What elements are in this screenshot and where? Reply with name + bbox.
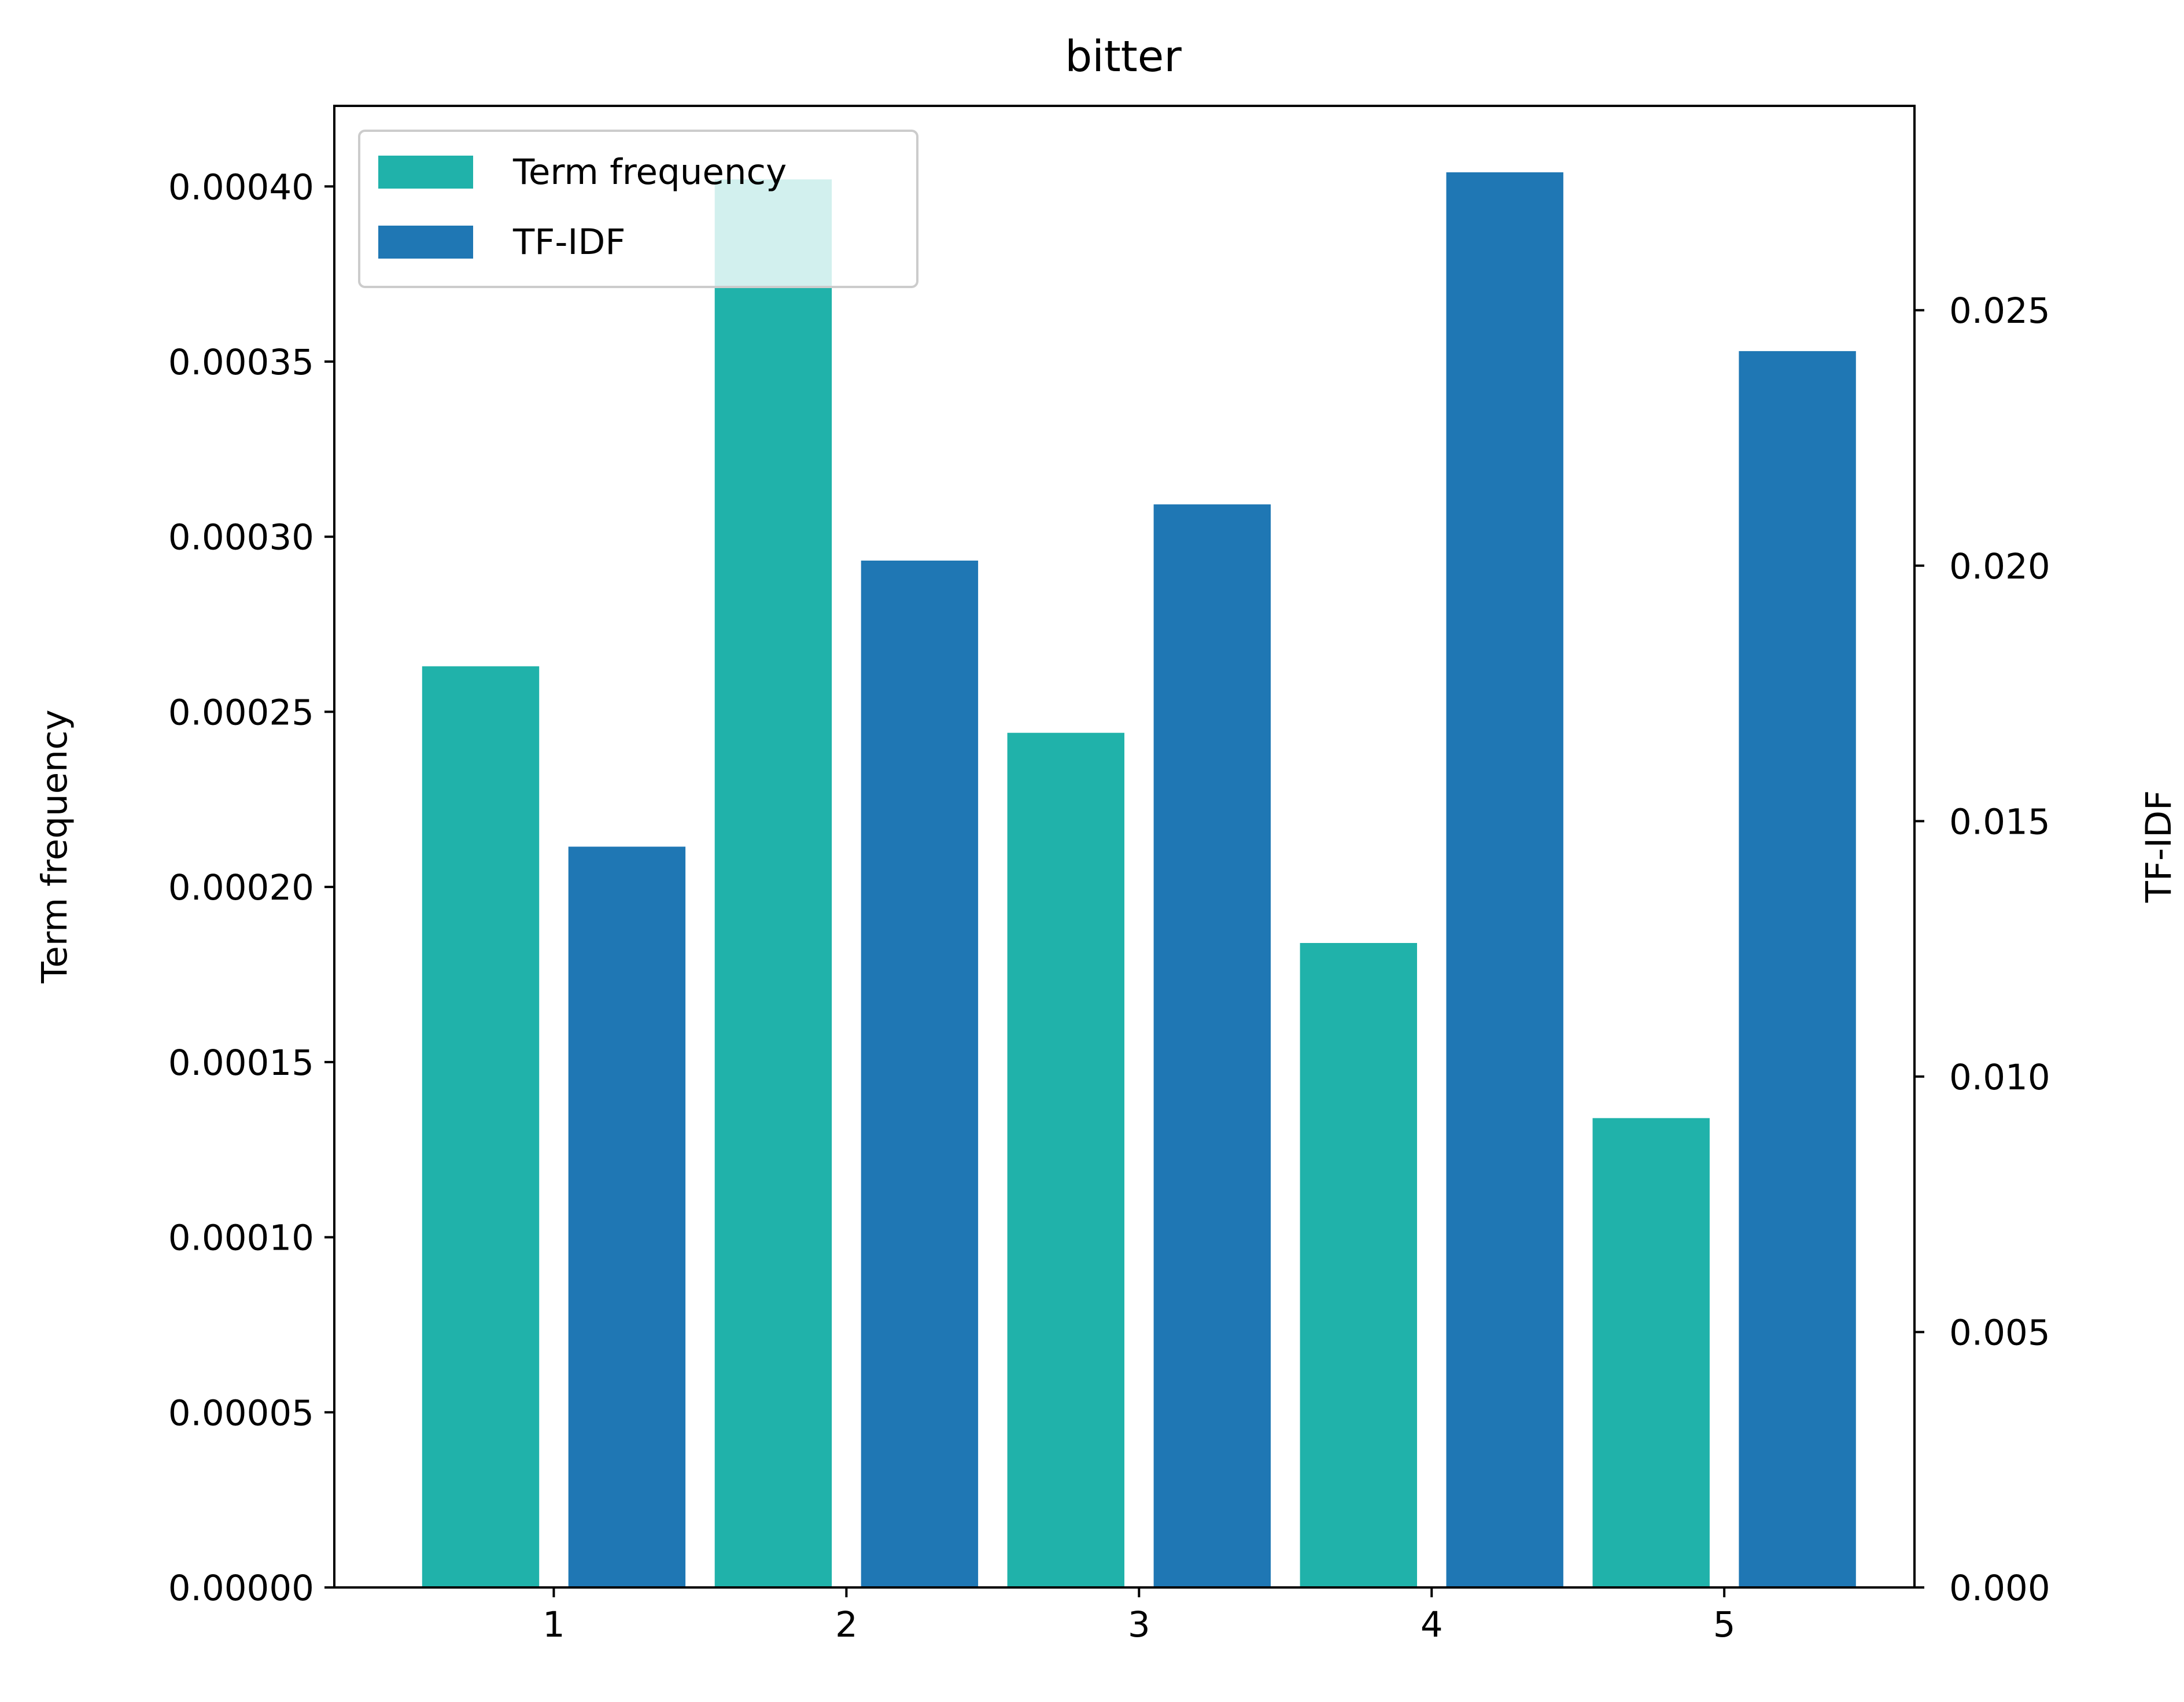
bar-tf-idf-4 bbox=[1446, 172, 1563, 1587]
legend-swatch-tf-idf bbox=[378, 226, 473, 259]
y-left-tick-label: 0.00035 bbox=[168, 342, 314, 383]
x-tick-label: 4 bbox=[1421, 1604, 1443, 1645]
bar-tf-idf-1 bbox=[568, 846, 686, 1587]
y-left-tick-label: 0.00040 bbox=[168, 167, 314, 208]
y-left-tick-label: 0.00000 bbox=[168, 1568, 314, 1609]
axes-layer: 0.000000.000050.000100.000150.000200.000… bbox=[168, 167, 2050, 1645]
x-tick-label: 1 bbox=[543, 1604, 565, 1645]
x-tick-label: 2 bbox=[835, 1604, 858, 1645]
y-left-tick-label: 0.00030 bbox=[168, 517, 314, 558]
legend-swatch-term-frequency bbox=[378, 156, 473, 189]
y-left-tick-label: 0.00015 bbox=[168, 1042, 314, 1084]
x-tick-label: 5 bbox=[1713, 1604, 1736, 1645]
bar-tf-idf-2 bbox=[861, 561, 979, 1587]
y-axis-label-right: TF-IDF bbox=[2138, 790, 2179, 903]
y-right-tick-label: 0.005 bbox=[1949, 1312, 2050, 1353]
x-tick-label: 3 bbox=[1128, 1604, 1150, 1645]
bar-tf-idf-3 bbox=[1153, 504, 1271, 1587]
y-axis-label-left: Term frequency bbox=[34, 709, 75, 983]
bar-term-frequency-5 bbox=[1592, 1118, 1710, 1587]
y-left-tick-label: 0.00010 bbox=[168, 1218, 314, 1259]
y-right-tick-label: 0.000 bbox=[1949, 1568, 2050, 1609]
legend: Term frequency TF-IDF bbox=[358, 130, 918, 288]
legend-label-tf-idf: TF-IDF bbox=[512, 222, 625, 263]
plot-frame bbox=[333, 105, 1916, 1589]
bars-layer bbox=[422, 172, 1856, 1588]
y-right-tick-label: 0.015 bbox=[1949, 801, 2050, 842]
bar-tf-idf-5 bbox=[1739, 351, 1856, 1588]
bar-term-frequency-4 bbox=[1300, 943, 1417, 1587]
y-left-tick-label: 0.00020 bbox=[168, 867, 314, 908]
legend-box bbox=[358, 130, 918, 288]
bar-term-frequency-3 bbox=[1007, 732, 1124, 1587]
y-right-tick-label: 0.025 bbox=[1949, 290, 2050, 331]
bar-term-frequency-2 bbox=[714, 179, 832, 1587]
y-right-tick-label: 0.020 bbox=[1949, 546, 2050, 587]
y-right-tick-label: 0.010 bbox=[1949, 1057, 2050, 1098]
bar-term-frequency-1 bbox=[422, 666, 540, 1587]
legend-label-term-frequency: Term frequency bbox=[512, 152, 787, 193]
y-left-tick-label: 0.00005 bbox=[168, 1392, 314, 1434]
chart-title: bitter bbox=[1065, 32, 1182, 82]
y-left-tick-label: 0.00025 bbox=[168, 692, 314, 733]
